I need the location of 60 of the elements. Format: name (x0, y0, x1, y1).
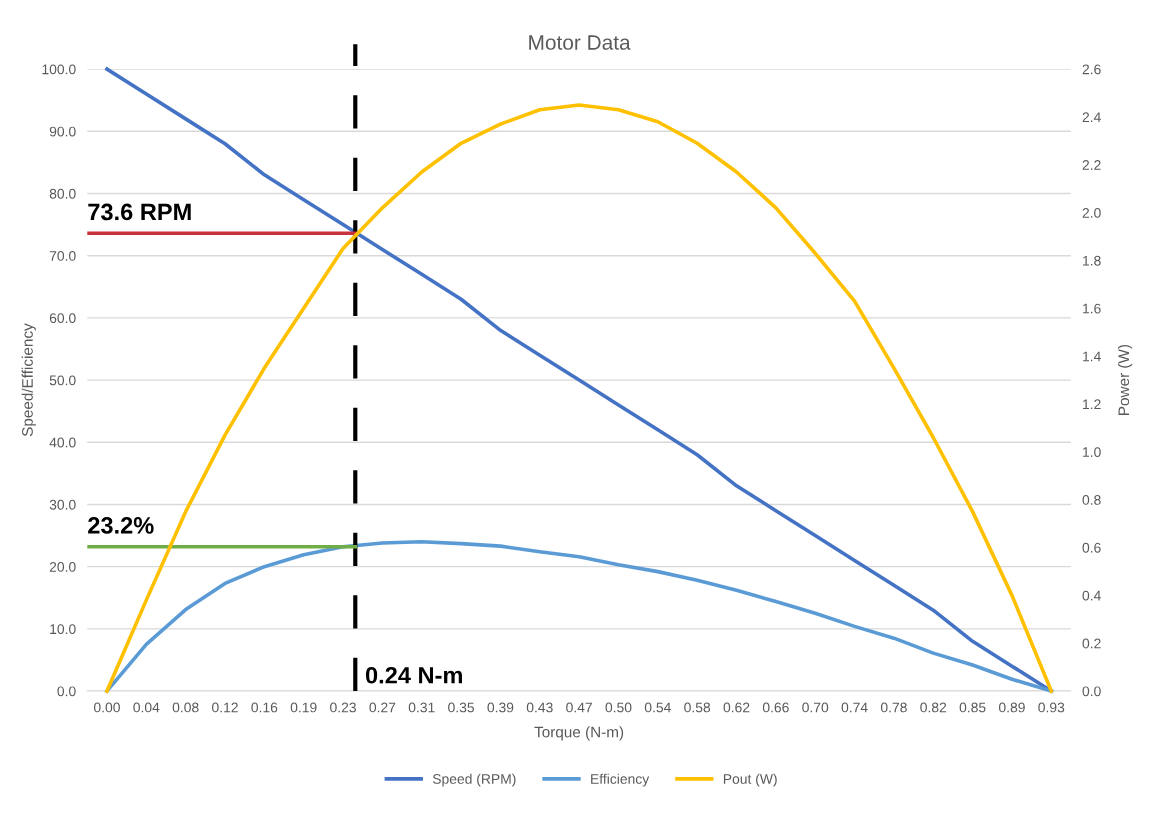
y2-tick-label: 2.4 (1082, 112, 1101, 122)
y2-tick-label: 0.8 (1082, 495, 1101, 505)
y2-axis-title: Power (W) (1117, 344, 1133, 415)
x-tick-label: 0.16 (251, 702, 278, 713)
y2-tick-label: 1.6 (1083, 303, 1101, 314)
y2-tick-label: 0.4 (1082, 590, 1101, 601)
y2-tick-label: 1.4 (1083, 351, 1101, 362)
x-tick-label: 0.62 (723, 702, 750, 713)
y-tick-label: 80.0 (49, 188, 76, 199)
ref-line-label: 73.6 RPM (88, 203, 191, 221)
x-tick-label: 0.43 (526, 702, 553, 713)
y2-tick-label: 1.0 (1083, 447, 1101, 458)
y2-tick-label: 2.6 (1082, 64, 1101, 75)
y2-tick-label: 1.2 (1083, 399, 1101, 410)
y2-tick-label: 2.0 (1082, 207, 1101, 218)
x-tick-label: 0.35 (448, 702, 475, 713)
x-tick-label: 0.66 (762, 702, 789, 713)
x-axis-title: Torque (N-m) (534, 726, 624, 741)
x-tick-label: 0.74 (841, 702, 868, 713)
x-tick-label: 0.23 (330, 702, 356, 713)
x-tick-label: 0.19 (290, 702, 317, 713)
x-tick-label: 0.39 (487, 702, 514, 713)
y-tick-label: 50.0 (49, 375, 76, 386)
x-tick-label: 0.82 (920, 702, 947, 713)
y2-tick-label: 2.2 (1082, 160, 1101, 170)
x-tick-label: 0.12 (212, 702, 238, 713)
x-tick-label: 0.58 (684, 702, 711, 713)
x-tick-label: 0.08 (172, 702, 199, 713)
y-tick-label: 90.0 (49, 126, 76, 137)
x-tick-label: 0.85 (959, 702, 986, 713)
y2-tick-label: 0.6 (1082, 542, 1101, 553)
x-tick-label: 0.54 (644, 702, 671, 713)
chart-title: Motor Data (529, 35, 631, 50)
y-tick-label: 30.0 (49, 499, 76, 510)
x-tick-label: 0.00 (93, 702, 120, 713)
x-tick-label: 0.31 (408, 702, 435, 713)
y2-tick-label: 0.2 (1082, 638, 1101, 649)
y2-tick-label: 1.8 (1083, 255, 1101, 266)
y-tick-label: 10.0 (50, 624, 76, 635)
x-tick-label: 0.93 (1038, 702, 1065, 713)
legend-label: Efficiency (591, 773, 650, 787)
y-tick-label: 40.0 (49, 437, 76, 448)
y-tick-label: 20.0 (49, 562, 76, 572)
y-tick-label: 70.0 (49, 251, 76, 261)
x-tick-label: 0.78 (880, 702, 907, 713)
legend-label: Speed (RPM) (432, 773, 516, 787)
x-tick-label: 0.27 (369, 702, 396, 713)
x-tick-label: 0.04 (133, 702, 160, 713)
x-tick-label: 0.50 (605, 702, 632, 713)
y-tick-label: 0.0 (57, 686, 76, 697)
ref-line-label: 0.24 N-m (365, 666, 462, 684)
x-tick-label: 0.70 (802, 702, 829, 713)
x-tick-label: 0.47 (566, 702, 592, 713)
y-tick-label: 60.0 (49, 313, 76, 324)
y-axis-title: Speed/Efficiency (21, 323, 36, 437)
ref-line-label: 23.2% (88, 517, 154, 534)
x-tick-label: 0.89 (998, 702, 1025, 713)
legend-label: Pout (W) (723, 773, 777, 787)
y2-tick-label: 0.0 (1082, 686, 1101, 697)
y-tick-label: 100.0 (42, 64, 76, 75)
